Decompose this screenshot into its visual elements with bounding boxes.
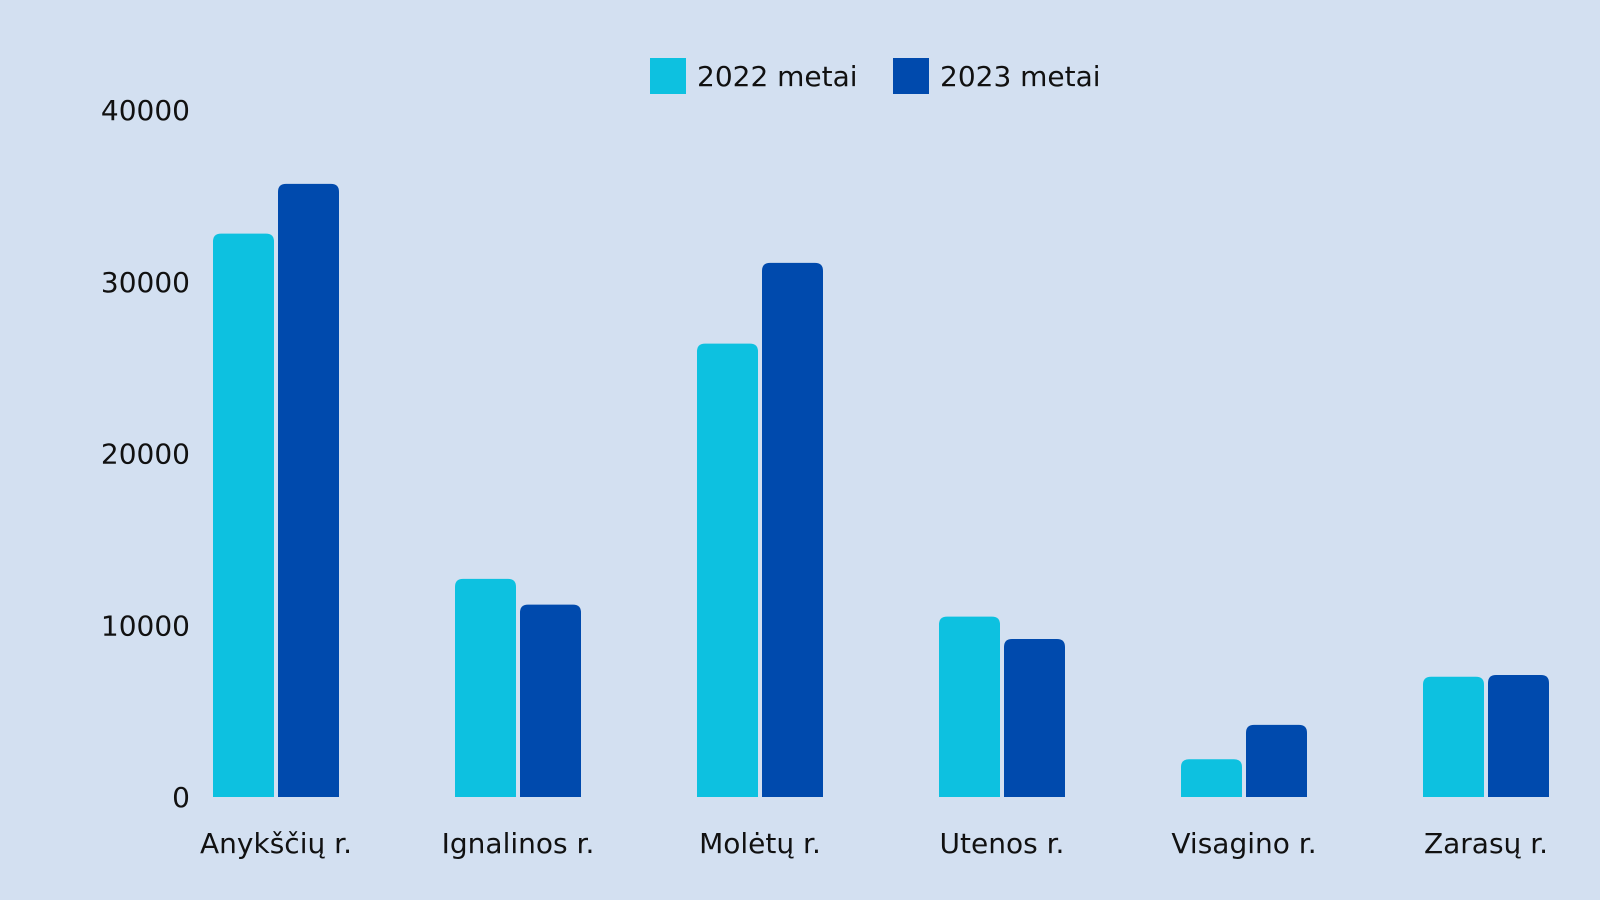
bars (213, 183, 1549, 798)
bar-2023-5 (1488, 675, 1549, 797)
y-tick-label: 30000 (101, 266, 190, 299)
y-tick-label: 40000 (101, 94, 190, 127)
bar-2022-1 (455, 578, 516, 797)
y-tick-label: 20000 (101, 438, 190, 471)
category-label: Ignalinos r. (442, 827, 595, 860)
bar-2022-0 (213, 233, 274, 797)
x-axis: Anykščių r. Ignalinos r. Molėtų r. Utenos r… (200, 827, 1548, 860)
legend-swatch (893, 58, 929, 94)
bar-2022-2 (697, 343, 758, 797)
y-axis: 0 10000 20000 30000 40000 (101, 94, 190, 814)
category-label: Molėtų r. (699, 827, 821, 860)
bar-2022-5 (1423, 676, 1484, 797)
category-label: Zarasų r. (1424, 827, 1548, 860)
category-label: Utenos r. (940, 827, 1065, 860)
bar-2023-4 (1246, 724, 1307, 797)
bar-2023-1 (520, 604, 581, 797)
category-label: Visagino r. (1171, 827, 1316, 860)
bar-2023-0 (278, 183, 339, 798)
bar-2022-3 (939, 616, 1000, 797)
legend: 2022 metai 2023 metai (650, 58, 1101, 94)
bar-2023-3 (1004, 638, 1065, 797)
legend-label: 2022 metai (697, 60, 858, 93)
category-label: Anykščių r. (200, 827, 352, 860)
legend-swatch (650, 58, 686, 94)
y-tick-label: 0 (172, 781, 190, 814)
bar-2023-2 (762, 262, 823, 797)
y-tick-label: 10000 (101, 609, 190, 642)
legend-label: 2023 metai (940, 60, 1101, 93)
bar-2022-4 (1181, 759, 1242, 797)
